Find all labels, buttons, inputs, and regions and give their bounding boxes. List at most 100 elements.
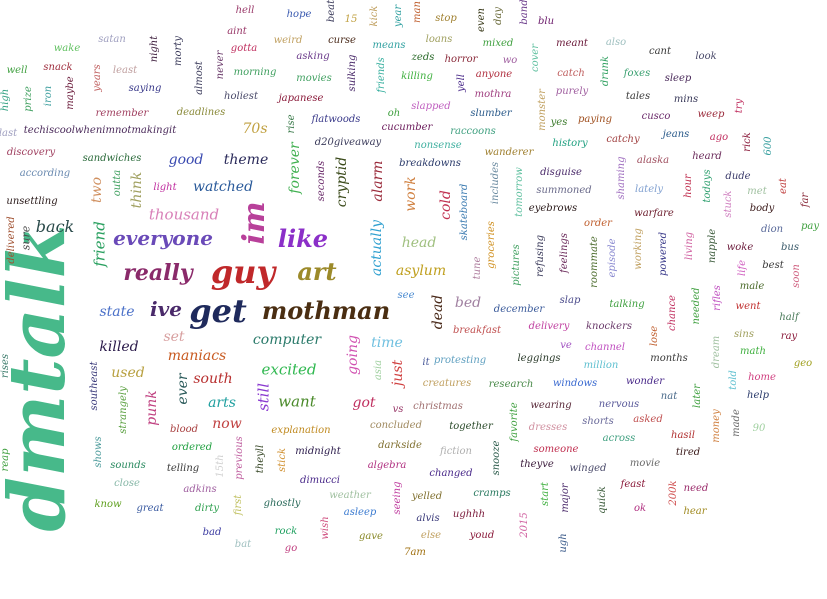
cloud-word: first bbox=[233, 494, 244, 516]
cloud-word: napple bbox=[707, 228, 718, 264]
cloud-word: skateboard bbox=[459, 183, 470, 241]
cloud-word: explanation bbox=[271, 425, 331, 436]
cloud-word: hell bbox=[235, 5, 255, 16]
cloud-word: want bbox=[278, 392, 316, 411]
cloud-word: see bbox=[397, 290, 415, 301]
cloud-word: night bbox=[149, 35, 160, 63]
cloud-word: talking bbox=[609, 299, 645, 310]
cloud-word: summoned bbox=[536, 185, 592, 196]
cloud-word: nervous bbox=[598, 399, 640, 410]
cloud-word: dresses bbox=[528, 422, 568, 433]
cloud-word: going bbox=[345, 335, 361, 375]
cloud-word: really bbox=[123, 260, 193, 286]
cloud-word: asked bbox=[633, 414, 663, 425]
cloud-word: iron bbox=[43, 85, 54, 107]
cloud-word: get bbox=[189, 292, 247, 330]
cloud-word: pictures bbox=[511, 244, 522, 286]
cloud-word: like bbox=[277, 224, 329, 253]
cloud-word: dude bbox=[725, 171, 751, 182]
cloud-word: nat bbox=[660, 391, 678, 402]
cloud-word: d20giveaway bbox=[314, 137, 382, 148]
cloud-word: disguise bbox=[540, 167, 582, 178]
cloud-word: raccoons bbox=[450, 126, 496, 137]
cloud-word: band bbox=[519, 0, 530, 25]
cloud-word: tomorrow bbox=[514, 167, 525, 217]
cloud-word: blu bbox=[537, 16, 555, 27]
cloud-word: slapped bbox=[411, 101, 451, 112]
cloud-word: set bbox=[163, 329, 185, 345]
cloud-word: deadlines bbox=[176, 107, 226, 118]
cloud-word: aint bbox=[227, 26, 247, 37]
cloud-word: told bbox=[728, 370, 739, 390]
cloud-word: friends bbox=[376, 57, 387, 93]
cloud-word: stop bbox=[435, 13, 457, 24]
cloud-word: thousand bbox=[148, 205, 220, 224]
cloud-word: groceries bbox=[486, 221, 497, 269]
cloud-word: across bbox=[602, 433, 636, 444]
cloud-word: meant bbox=[556, 38, 588, 49]
cloud-word: 200k bbox=[668, 480, 679, 506]
cloud-word: close bbox=[114, 478, 140, 489]
cloud-word: stick bbox=[277, 447, 288, 473]
cloud-word: yell bbox=[456, 74, 467, 92]
cloud-word: drunk bbox=[600, 55, 611, 87]
cloud-word: later bbox=[692, 384, 703, 408]
cloud-word: back bbox=[35, 217, 75, 236]
cloud-word: ray bbox=[780, 331, 798, 342]
cloud-word: algebra bbox=[367, 460, 407, 471]
cloud-word: yelled bbox=[411, 491, 443, 502]
cloud-word: 600 bbox=[763, 136, 774, 156]
cloud-word: wo bbox=[502, 55, 518, 66]
cloud-word: heard bbox=[692, 151, 722, 162]
cloud-word: powered bbox=[658, 232, 669, 276]
cloud-word: half bbox=[779, 312, 799, 323]
cloud-word: living bbox=[684, 231, 695, 261]
cloud-word: it bbox=[422, 357, 430, 368]
cloud-word: windows bbox=[552, 378, 598, 389]
cloud-word: ago bbox=[709, 132, 729, 143]
cloud-word: curse bbox=[328, 35, 356, 46]
cloud-word: techiscoolwhenimnotmakingit bbox=[23, 125, 177, 136]
cloud-word: alaska bbox=[636, 155, 670, 166]
cloud-word: asking bbox=[296, 51, 330, 62]
cloud-word: darkside bbox=[378, 440, 422, 451]
cloud-word: hasil bbox=[671, 430, 695, 441]
cloud-word: strangely bbox=[118, 386, 129, 434]
cloud-word: need bbox=[683, 483, 709, 494]
cloud-word: woke bbox=[726, 242, 754, 253]
cloud-word: christmas bbox=[413, 401, 463, 412]
cloud-word: shows bbox=[93, 436, 104, 468]
cloud-word: almost bbox=[194, 61, 205, 95]
cloud-word: ever bbox=[175, 373, 191, 405]
cloud-word: prize bbox=[23, 86, 34, 112]
cloud-word: least bbox=[112, 65, 138, 76]
cloud-word: rifles bbox=[712, 285, 723, 311]
cloud-word: try bbox=[734, 98, 745, 114]
cloud-word: punk bbox=[144, 390, 160, 426]
cloud-word: remember bbox=[95, 108, 149, 119]
cloud-word: mixed bbox=[482, 38, 514, 49]
cloud-word: ghostly bbox=[263, 498, 301, 509]
cloud-word: year bbox=[393, 4, 404, 28]
cloud-word: leggings bbox=[517, 353, 561, 364]
cloud-word: knockers bbox=[585, 321, 633, 332]
cloud-word: snack bbox=[43, 62, 73, 73]
cloud-word: monster bbox=[537, 89, 548, 131]
cloud-word: gotta bbox=[230, 43, 258, 54]
cloud-word: japanese bbox=[278, 93, 324, 104]
cloud-word: purely bbox=[555, 86, 589, 97]
cloud-word: warfare bbox=[634, 208, 674, 219]
cloud-word: kick bbox=[369, 5, 380, 27]
cloud-word: 2015 bbox=[519, 512, 530, 538]
cloud-word: hour bbox=[683, 174, 694, 198]
cloud-word: flatwoods bbox=[311, 114, 361, 125]
cloud-word: bed bbox=[454, 295, 482, 311]
cloud-word: cucumber bbox=[381, 122, 433, 133]
cloud-word: feast bbox=[620, 479, 646, 490]
cloud-word: tired bbox=[675, 447, 701, 458]
cloud-word: 15th bbox=[215, 454, 226, 478]
cloud-word: shaming bbox=[616, 156, 627, 200]
cloud-word: theyve bbox=[520, 459, 554, 470]
cloud-word: research bbox=[488, 379, 534, 390]
